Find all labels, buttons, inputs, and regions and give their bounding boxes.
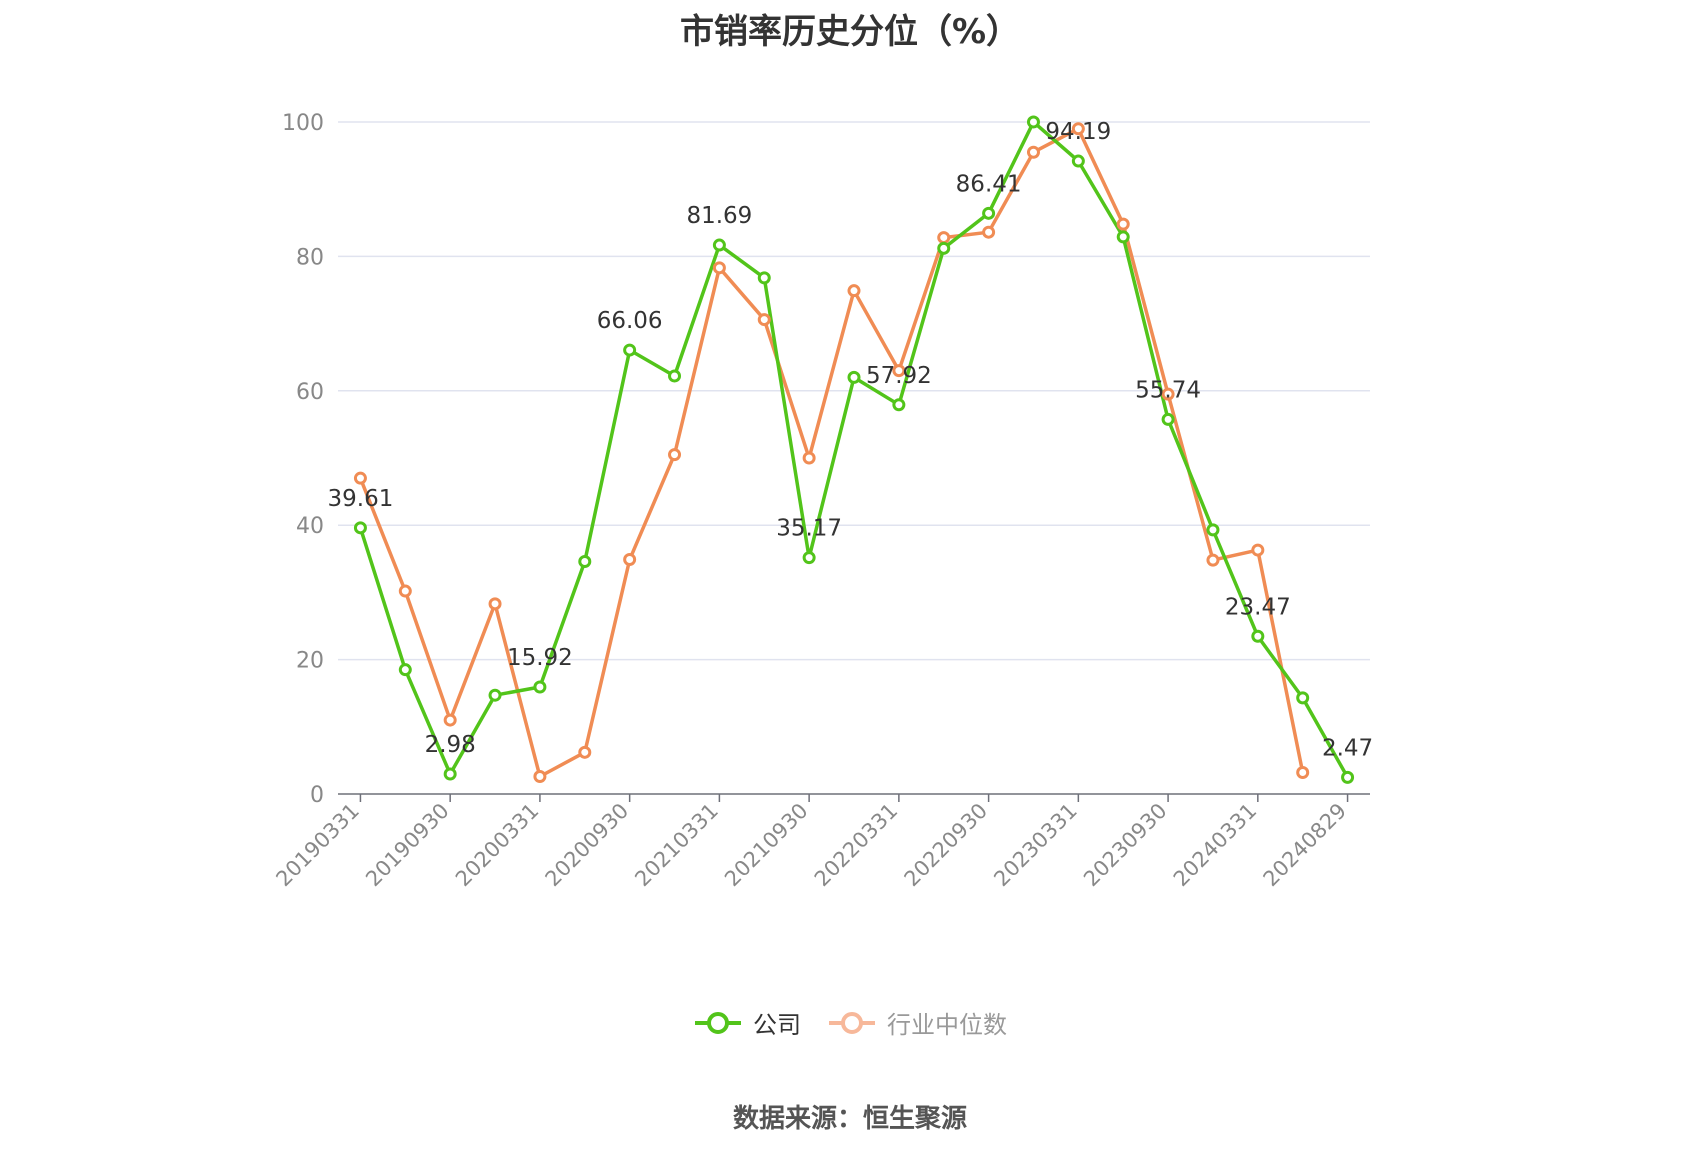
x-tick-label: 20200331: [451, 799, 544, 892]
data-point: [1026, 115, 1040, 129]
legend-marker-icon: [695, 1011, 741, 1034]
legend-item-industry-median[interactable]: 行业中位数: [827, 1005, 1007, 1040]
data-point: [668, 369, 682, 383]
data-point: [1296, 765, 1310, 779]
series-line: [358, 126, 1305, 779]
data-label: 2.98: [425, 732, 476, 758]
y-tick-label: 40: [296, 514, 324, 539]
data-label: 39.61: [328, 486, 394, 512]
x-tick-label: 20220930: [900, 799, 993, 892]
data-point: [1116, 217, 1130, 231]
data-point: [353, 521, 367, 535]
data-point: [757, 271, 771, 285]
series-line: [358, 120, 1350, 779]
data-point: [578, 745, 592, 759]
data-point: [668, 448, 682, 462]
data-point: [892, 364, 906, 378]
series-points: [353, 115, 1355, 784]
data-point: [1071, 154, 1085, 168]
data-point: [847, 370, 861, 384]
legend: 公司 行业中位数: [0, 1005, 1700, 1040]
legend-label-company: 公司: [753, 1011, 801, 1039]
data-label: 35.17: [776, 516, 842, 542]
data-point: [533, 680, 547, 694]
data-point: [1161, 387, 1175, 401]
source-note: 数据来源：恒生聚源: [732, 1104, 967, 1134]
data-label: 55.74: [1135, 377, 1201, 403]
data-label: 2.47: [1322, 735, 1373, 761]
data-point: [757, 313, 771, 327]
x-tick-label: 20240331: [1169, 799, 1262, 892]
chart-title: 市销率历史分位（%）: [679, 12, 1021, 52]
y-tick-label: 60: [296, 380, 324, 405]
data-point: [398, 663, 412, 677]
x-tick-label: 20220331: [810, 799, 903, 892]
legend-label-industry-median: 行业中位数: [887, 1011, 1007, 1039]
data-point: [1026, 145, 1040, 159]
data-point: [398, 584, 412, 598]
data-label: 86.41: [956, 171, 1022, 197]
data-point: [488, 688, 502, 702]
data-point: [1206, 523, 1220, 537]
x-tick-label: 20210331: [630, 799, 723, 892]
data-point: [937, 241, 951, 255]
y-tick-label: 0: [310, 783, 324, 808]
data-point: [1071, 122, 1085, 136]
series-lines: [358, 120, 1350, 779]
data-point: [488, 597, 502, 611]
data-label: 23.47: [1225, 594, 1291, 620]
x-tick-label: 20230930: [1079, 799, 1172, 892]
data-point: [982, 206, 996, 220]
data-point: [443, 713, 457, 727]
data-point: [802, 551, 816, 565]
legend-marker-icon: [829, 1011, 875, 1034]
data-point: [1296, 691, 1310, 705]
data-label: 15.92: [507, 645, 573, 671]
x-tick-label: 20190331: [271, 799, 364, 892]
x-tick-label: 20210930: [720, 799, 813, 892]
x-tick-label: 20200930: [541, 799, 634, 892]
data-point: [533, 770, 547, 784]
y-axis-ticks: 0 20 40 60 80 100: [282, 111, 324, 808]
data-labels: 39.61 2.98 15.92 66.06 81.69 35.17 57.92 86.41 9…: [328, 119, 1374, 761]
x-tick-label: 20230331: [989, 799, 1082, 892]
data-point: [712, 261, 726, 275]
data-point: [578, 554, 592, 568]
data-label: 57.92: [866, 363, 932, 389]
data-point: [353, 471, 367, 485]
data-point: [937, 231, 951, 245]
data-point: [847, 284, 861, 298]
gridlines: [338, 121, 1370, 661]
data-point: [1161, 412, 1175, 426]
y-tick-label: 100: [282, 111, 324, 136]
legend-item-company[interactable]: 公司: [693, 1005, 801, 1040]
data-point: [892, 398, 906, 412]
data-point: [1251, 629, 1265, 643]
data-point: [623, 343, 637, 357]
y-tick-label: 80: [296, 245, 324, 270]
data-point: [443, 767, 457, 781]
data-point: [623, 552, 637, 566]
data-point: [802, 451, 816, 465]
data-label: 94.19: [1045, 119, 1111, 145]
data-point: [1251, 543, 1265, 557]
data-point: [982, 225, 996, 239]
data-point: [1341, 770, 1355, 784]
data-label: 81.69: [686, 203, 752, 229]
data-point: [1206, 553, 1220, 567]
x-axis-ticks: 2019033120190930202003312020093020210331…: [271, 794, 1351, 891]
x-tick-label: 20190930: [361, 799, 454, 892]
y-tick-label: 20: [296, 649, 324, 674]
data-point: [1116, 230, 1130, 244]
data-point: [712, 238, 726, 252]
data-label: 66.06: [597, 308, 663, 334]
x-tick-label: 20240829: [1259, 799, 1352, 892]
